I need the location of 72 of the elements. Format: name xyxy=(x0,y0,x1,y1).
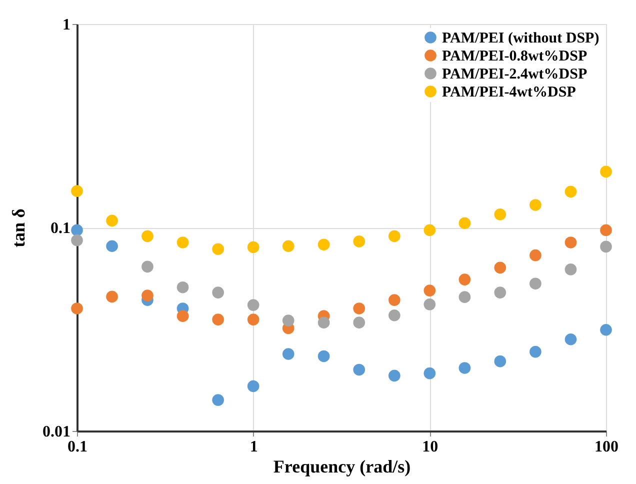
point xyxy=(71,185,83,197)
point xyxy=(353,364,366,376)
point xyxy=(318,316,330,328)
point xyxy=(318,350,330,362)
point xyxy=(106,290,118,303)
point xyxy=(494,208,506,220)
y-axis-title: tan δ xyxy=(8,208,28,248)
point xyxy=(494,286,506,298)
legend-label: PAM/PEI-4wt%DSP xyxy=(442,84,576,100)
point xyxy=(458,274,471,286)
point xyxy=(176,281,189,294)
x-tick-label: 0.1 xyxy=(68,438,88,456)
point xyxy=(600,224,612,236)
point xyxy=(318,238,330,251)
point xyxy=(424,367,436,380)
point xyxy=(600,324,612,336)
x-tick-label: 10 xyxy=(422,438,438,456)
point xyxy=(282,240,294,252)
point xyxy=(388,370,400,382)
point xyxy=(282,314,294,326)
point xyxy=(142,260,154,273)
point xyxy=(142,230,154,242)
legend-label: PAM/PEI-0.8wt%DSP xyxy=(442,48,588,64)
point xyxy=(247,299,260,311)
point xyxy=(564,236,577,248)
point xyxy=(71,302,83,314)
point xyxy=(530,199,542,211)
point xyxy=(530,249,542,262)
point xyxy=(388,230,400,242)
point xyxy=(530,278,542,290)
point xyxy=(424,224,436,236)
point xyxy=(564,333,577,346)
point xyxy=(247,380,260,392)
point xyxy=(458,291,471,303)
point xyxy=(176,310,189,322)
point xyxy=(458,362,471,374)
x-tick-label: 100 xyxy=(594,438,618,456)
x-axis-title: Frequency (rad/s) xyxy=(273,456,411,476)
point xyxy=(212,243,224,256)
point xyxy=(530,346,542,358)
point xyxy=(212,394,224,406)
point xyxy=(494,262,506,274)
point xyxy=(564,264,577,276)
point xyxy=(71,224,83,236)
point xyxy=(142,290,154,302)
point xyxy=(353,316,366,328)
y-tick-label: 0.01 xyxy=(42,424,70,440)
point xyxy=(600,166,612,178)
y-tick-label: 0.1 xyxy=(50,220,70,237)
point xyxy=(353,302,366,314)
point xyxy=(494,355,506,368)
point xyxy=(424,298,436,310)
point xyxy=(106,240,118,252)
point xyxy=(106,214,118,227)
point xyxy=(564,186,577,198)
point xyxy=(424,284,436,296)
point xyxy=(212,286,224,298)
point xyxy=(212,314,224,326)
legend-label: PAM/PEI-2.4wt%DSP xyxy=(442,66,588,82)
point xyxy=(71,234,83,246)
point xyxy=(176,236,189,248)
point xyxy=(388,309,400,322)
x-tick-label: 1 xyxy=(250,438,258,456)
point xyxy=(247,241,260,254)
point xyxy=(247,314,260,326)
point xyxy=(600,240,612,253)
point xyxy=(353,236,366,248)
point xyxy=(388,294,400,306)
point xyxy=(458,217,471,230)
y-tick-label: 1 xyxy=(62,16,70,34)
legend-label: PAM/PEI (without DSP) xyxy=(442,30,600,46)
point xyxy=(282,348,294,360)
